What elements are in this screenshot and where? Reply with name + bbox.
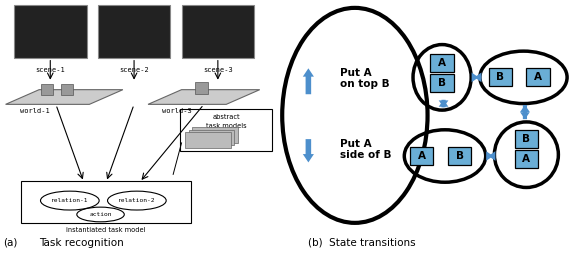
FancyBboxPatch shape xyxy=(14,5,87,58)
FancyBboxPatch shape xyxy=(21,181,192,223)
Text: scene-3: scene-3 xyxy=(203,67,233,73)
FancyArrowPatch shape xyxy=(439,100,449,107)
FancyBboxPatch shape xyxy=(182,5,254,58)
Text: task models: task models xyxy=(206,123,247,129)
FancyBboxPatch shape xyxy=(185,132,231,148)
Text: A: A xyxy=(438,58,446,68)
FancyBboxPatch shape xyxy=(195,82,208,94)
Text: (a): (a) xyxy=(3,238,17,248)
Text: (b)  State transitions: (b) State transitions xyxy=(308,238,416,248)
Text: relation-1: relation-1 xyxy=(51,198,88,203)
FancyArrowPatch shape xyxy=(520,105,530,119)
FancyBboxPatch shape xyxy=(98,5,170,58)
FancyArrowPatch shape xyxy=(486,151,493,161)
Text: scene-1: scene-1 xyxy=(35,67,65,73)
FancyBboxPatch shape xyxy=(189,130,234,145)
Text: A: A xyxy=(534,72,542,82)
Text: B: B xyxy=(455,151,463,161)
Text: world-3: world-3 xyxy=(162,108,192,114)
FancyBboxPatch shape xyxy=(180,109,272,151)
FancyBboxPatch shape xyxy=(488,68,512,86)
FancyArrowPatch shape xyxy=(439,100,449,107)
Text: scene-2: scene-2 xyxy=(119,67,149,73)
FancyBboxPatch shape xyxy=(527,68,549,86)
FancyBboxPatch shape xyxy=(515,150,538,168)
FancyBboxPatch shape xyxy=(430,54,454,72)
FancyBboxPatch shape xyxy=(61,84,72,95)
Text: action: action xyxy=(89,212,112,217)
FancyBboxPatch shape xyxy=(515,130,538,148)
Polygon shape xyxy=(6,90,123,104)
FancyBboxPatch shape xyxy=(448,147,471,165)
FancyArrowPatch shape xyxy=(474,73,482,82)
FancyArrowPatch shape xyxy=(520,105,530,119)
FancyBboxPatch shape xyxy=(192,127,238,143)
Text: relation-2: relation-2 xyxy=(118,198,156,203)
Text: Task recognition: Task recognition xyxy=(39,238,124,248)
FancyBboxPatch shape xyxy=(410,147,433,165)
FancyBboxPatch shape xyxy=(42,84,53,95)
Polygon shape xyxy=(148,90,260,104)
Text: Put A
on top B: Put A on top B xyxy=(340,68,390,89)
Text: A: A xyxy=(418,151,426,161)
FancyArrowPatch shape xyxy=(471,73,479,82)
FancyArrowPatch shape xyxy=(488,151,495,161)
Text: A: A xyxy=(522,154,531,164)
Text: world-1: world-1 xyxy=(19,108,49,114)
FancyArrowPatch shape xyxy=(303,68,314,94)
Text: instantiated task model: instantiated task model xyxy=(66,227,146,233)
Text: B: B xyxy=(496,72,504,82)
Text: B: B xyxy=(522,134,531,144)
FancyArrowPatch shape xyxy=(303,139,314,162)
Text: abstract: abstract xyxy=(213,114,240,120)
Text: B: B xyxy=(438,78,446,87)
Text: Put A
side of B: Put A side of B xyxy=(340,139,392,160)
FancyBboxPatch shape xyxy=(430,74,454,92)
